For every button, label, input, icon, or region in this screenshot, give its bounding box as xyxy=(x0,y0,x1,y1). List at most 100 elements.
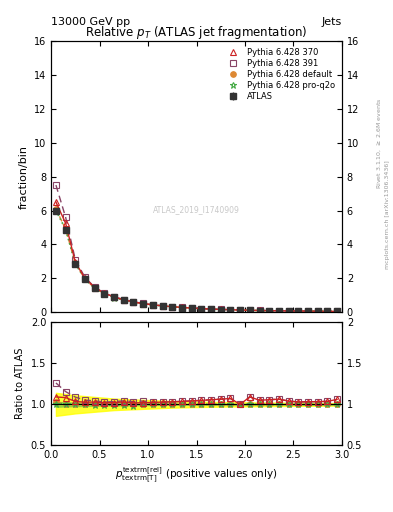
Pythia 6.428 391 xyxy=(228,307,233,313)
Pythia 6.428 default xyxy=(335,308,340,314)
Pythia 6.428 pro-q2o xyxy=(83,276,87,282)
Pythia 6.428 pro-q2o xyxy=(170,304,174,310)
Pythia 6.428 391 xyxy=(73,257,78,263)
Pythia 6.428 370 xyxy=(296,308,301,314)
Pythia 6.428 370 xyxy=(63,220,68,226)
Pythia 6.428 370 xyxy=(92,285,97,291)
Pythia 6.428 391 xyxy=(180,304,184,310)
Pythia 6.428 370 xyxy=(180,304,184,310)
Pythia 6.428 370 xyxy=(286,308,291,314)
Pythia 6.428 370 xyxy=(257,307,262,313)
Pythia 6.428 370 xyxy=(141,301,145,307)
Pythia 6.428 370 xyxy=(151,302,155,308)
Pythia 6.428 default xyxy=(315,308,320,314)
Pythia 6.428 370 xyxy=(112,294,116,300)
Pythia 6.428 pro-q2o xyxy=(219,307,223,313)
Pythia 6.428 default xyxy=(121,297,126,303)
Pythia 6.428 391 xyxy=(92,284,97,290)
Pythia 6.428 370 xyxy=(131,299,136,305)
Pythia 6.428 pro-q2o xyxy=(315,308,320,314)
Pythia 6.428 391 xyxy=(209,306,213,312)
Pythia 6.428 pro-q2o xyxy=(199,306,204,312)
Pythia 6.428 default xyxy=(325,308,330,314)
Pythia 6.428 391 xyxy=(189,305,194,311)
Pythia 6.428 391 xyxy=(131,298,136,305)
Pythia 6.428 391 xyxy=(257,307,262,313)
Line: Pythia 6.428 391: Pythia 6.428 391 xyxy=(53,182,340,314)
Pythia 6.428 391 xyxy=(121,296,126,303)
Pythia 6.428 370 xyxy=(209,306,213,312)
Pythia 6.428 391 xyxy=(102,290,107,296)
Pythia 6.428 391 xyxy=(160,303,165,309)
Pythia 6.428 370 xyxy=(315,308,320,314)
Pythia 6.428 default xyxy=(102,290,107,296)
Y-axis label: Ratio to ATLAS: Ratio to ATLAS xyxy=(15,348,25,419)
Pythia 6.428 391 xyxy=(53,182,58,188)
Pythia 6.428 pro-q2o xyxy=(151,302,155,308)
Pythia 6.428 370 xyxy=(170,304,174,310)
Pythia 6.428 default xyxy=(170,304,174,310)
Pythia 6.428 pro-q2o xyxy=(248,307,252,313)
Pythia 6.428 370 xyxy=(102,290,107,296)
Pythia 6.428 pro-q2o xyxy=(53,207,58,214)
Pythia 6.428 pro-q2o xyxy=(306,308,310,314)
Pythia 6.428 default xyxy=(199,306,204,312)
Pythia 6.428 370 xyxy=(335,308,340,314)
Pythia 6.428 pro-q2o xyxy=(92,285,97,291)
Pythia 6.428 370 xyxy=(325,308,330,314)
Pythia 6.428 pro-q2o xyxy=(73,261,78,267)
Line: Pythia 6.428 pro-q2o: Pythia 6.428 pro-q2o xyxy=(52,207,341,315)
Pythia 6.428 391 xyxy=(267,308,272,314)
Pythia 6.428 370 xyxy=(306,308,310,314)
Pythia 6.428 pro-q2o xyxy=(131,299,136,305)
Pythia 6.428 default xyxy=(296,308,301,314)
Pythia 6.428 pro-q2o xyxy=(296,308,301,314)
Pythia 6.428 pro-q2o xyxy=(141,301,145,307)
Pythia 6.428 391 xyxy=(315,308,320,314)
Title: Relative $p_{T}$ (ATLAS jet fragmentation): Relative $p_{T}$ (ATLAS jet fragmentatio… xyxy=(85,24,308,41)
Pythia 6.428 391 xyxy=(296,308,301,314)
Pythia 6.428 pro-q2o xyxy=(325,308,330,314)
Pythia 6.428 default xyxy=(160,303,165,309)
Pythia 6.428 370 xyxy=(53,199,58,205)
Pythia 6.428 default xyxy=(63,226,68,232)
Pythia 6.428 pro-q2o xyxy=(209,306,213,312)
Pythia 6.428 pro-q2o xyxy=(102,291,107,297)
Pythia 6.428 default xyxy=(53,206,58,212)
Pythia 6.428 370 xyxy=(219,306,223,312)
Pythia 6.428 default xyxy=(209,306,213,312)
Pythia 6.428 pro-q2o xyxy=(121,297,126,303)
Pythia 6.428 default xyxy=(257,308,262,314)
Pythia 6.428 391 xyxy=(306,308,310,314)
Pythia 6.428 pro-q2o xyxy=(189,305,194,311)
Pythia 6.428 370 xyxy=(73,259,78,265)
Pythia 6.428 default xyxy=(306,308,310,314)
Pythia 6.428 default xyxy=(141,301,145,307)
Pythia 6.428 default xyxy=(92,285,97,291)
Pythia 6.428 370 xyxy=(267,308,272,314)
Pythia 6.428 default xyxy=(131,299,136,305)
Line: Pythia 6.428 default: Pythia 6.428 default xyxy=(53,206,340,314)
Pythia 6.428 391 xyxy=(335,308,340,314)
Pythia 6.428 391 xyxy=(325,308,330,314)
Text: 13000 GeV pp: 13000 GeV pp xyxy=(51,16,130,27)
Pythia 6.428 pro-q2o xyxy=(180,305,184,311)
Pythia 6.428 391 xyxy=(219,306,223,312)
Pythia 6.428 pro-q2o xyxy=(238,307,242,313)
Pythia 6.428 default xyxy=(151,302,155,308)
Pythia 6.428 370 xyxy=(248,307,252,313)
Pythia 6.428 default xyxy=(286,308,291,314)
Pythia 6.428 391 xyxy=(151,302,155,308)
Pythia 6.428 370 xyxy=(121,296,126,303)
Pythia 6.428 pro-q2o xyxy=(335,308,340,314)
Pythia 6.428 pro-q2o xyxy=(63,226,68,232)
Pythia 6.428 default xyxy=(267,308,272,314)
Pythia 6.428 391 xyxy=(248,307,252,313)
Pythia 6.428 default xyxy=(112,294,116,301)
Pythia 6.428 default xyxy=(73,261,78,267)
Pythia 6.428 pro-q2o xyxy=(112,294,116,301)
Pythia 6.428 default xyxy=(277,308,281,314)
Pythia 6.428 pro-q2o xyxy=(277,308,281,314)
Pythia 6.428 default xyxy=(219,307,223,313)
Pythia 6.428 default xyxy=(238,307,242,313)
